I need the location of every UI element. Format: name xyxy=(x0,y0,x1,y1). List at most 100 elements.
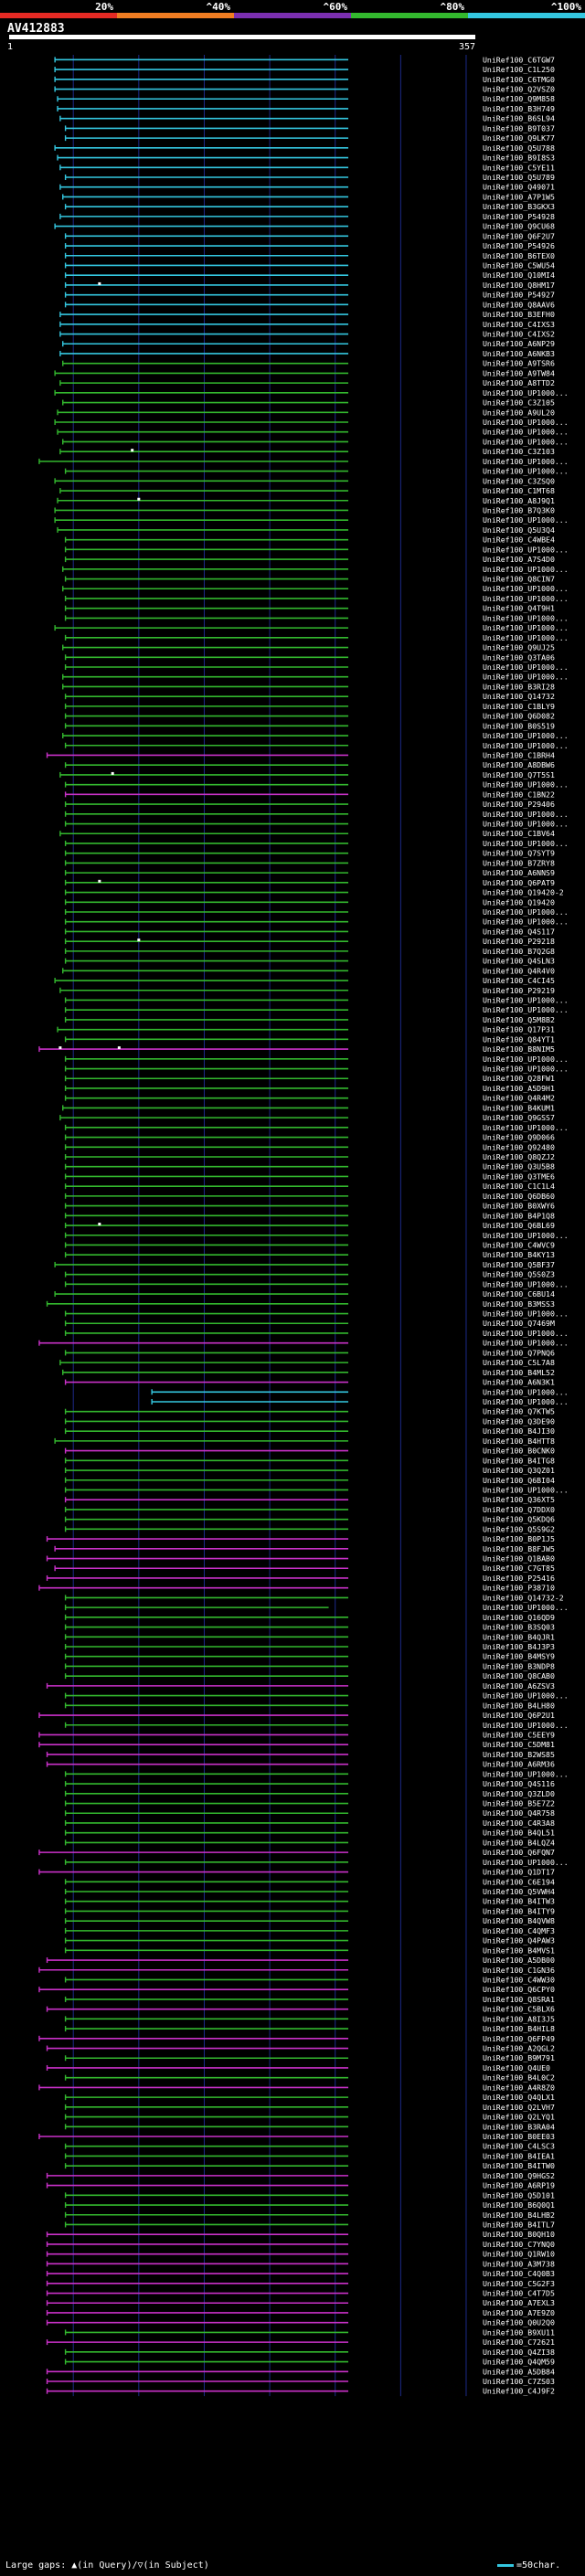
hit-label: UniRef100_Q4S116 xyxy=(483,1779,555,1788)
hit-label: UniRef100_UP1000... xyxy=(483,1397,569,1406)
hit-label: UniRef100_Q9D066 xyxy=(483,1133,555,1142)
hit-label: UniRef100_C6TMG0 xyxy=(483,75,555,84)
hit-label: UniRef100_C1BRH4 xyxy=(483,750,555,759)
hit-label: UniRef100_P54928 xyxy=(483,212,555,221)
hit-label: UniRef100_Q14732-2 xyxy=(483,1593,564,1602)
hit-label: UniRef100_B0P1J5 xyxy=(483,1534,555,1543)
hit-label: UniRef100_UP1000... xyxy=(483,515,569,525)
hit-label: UniRef100_UP1000... xyxy=(483,820,569,829)
hit-label: UniRef100_B4HIL8 xyxy=(483,2024,555,2033)
hit-label: UniRef100_C4CI45 xyxy=(483,976,555,985)
hit-label: UniRef100_B4J3P3 xyxy=(483,1642,555,1651)
hit-label: UniRef100_Q6BL69 xyxy=(483,1221,555,1230)
hit-label: UniRef100_Q14732 xyxy=(483,692,555,701)
hit-label: UniRef100_Q5BF37 xyxy=(483,1260,555,1269)
hit-label: UniRef100_Q49071 xyxy=(483,183,555,192)
hit-label: UniRef100_C4QMF3 xyxy=(483,1926,555,1935)
hit-label: UniRef100_Q3TME6 xyxy=(483,1171,555,1181)
hit-label: UniRef100_A8I3J5 xyxy=(483,2014,555,2023)
hit-label: UniRef100_Q84YT1 xyxy=(483,1034,555,1044)
identity-scale-bar: 20% ^40% ^60% ^80% ^100% xyxy=(0,1,585,18)
hit-label: UniRef100_C7GT85 xyxy=(483,1564,555,1573)
hit-label: UniRef100_UP1000... xyxy=(483,1721,569,1730)
hit-label: UniRef100_C5L7A8 xyxy=(483,1358,555,1367)
hit-label: UniRef100_Q8SRA1 xyxy=(483,1995,555,2004)
hit-gap-marker xyxy=(98,879,101,883)
scale-label: 20% xyxy=(95,1,113,13)
hit-label: UniRef100_Q9GSS7 xyxy=(483,1113,555,1122)
hit-label: UniRef100_B8FJW5 xyxy=(483,1544,555,1553)
hit-label: UniRef100_B4ITY9 xyxy=(483,1906,555,1915)
hit-label: UniRef100_Q7SYT9 xyxy=(483,849,555,858)
hit-label: UniRef100_UP1000... xyxy=(483,1603,569,1612)
hit-label: UniRef100_A7P1W5 xyxy=(483,192,555,201)
hit-label: UniRef100_B4ITG8 xyxy=(483,1456,555,1465)
hit-label: UniRef100_B4QVW8 xyxy=(483,1916,555,1925)
scale-label: ^40% xyxy=(207,1,231,13)
hit-label: UniRef100_Q9UJ25 xyxy=(483,643,555,652)
hit-label: UniRef100_B9T037 xyxy=(483,123,555,133)
hit-label: UniRef100_UP1000... xyxy=(483,1858,569,1867)
legend-footer: Large gaps: ▲(in Query)/▽(in Subject) =5… xyxy=(0,2557,585,2576)
hit-label: UniRef100_UP1000... xyxy=(483,673,569,682)
hit-label: UniRef100_Q5D101 xyxy=(483,2190,555,2200)
hit-label: UniRef100_C4R3A8 xyxy=(483,1818,555,1828)
hit-label: UniRef100_UP1000... xyxy=(483,1309,569,1319)
hit-label: UniRef100_UP1000... xyxy=(483,1005,569,1014)
hit-label: UniRef100_Q9CU68 xyxy=(483,222,555,231)
scale-label: ^80% xyxy=(441,1,465,13)
hit-label: UniRef100_C3Z105 xyxy=(483,398,555,408)
hit-gap-marker xyxy=(137,938,141,942)
hit-label: UniRef100_UP1000... xyxy=(483,810,569,819)
hit-label: UniRef100_B4QJR1 xyxy=(483,1632,555,1641)
hit-label: UniRef100_Q4SLN3 xyxy=(483,957,555,966)
hit-label: UniRef100_Q6BI04 xyxy=(483,1476,555,1485)
hit-label: UniRef100_B4HTT8 xyxy=(483,1436,555,1446)
hit-label: UniRef100_C6TGW7 xyxy=(483,55,555,64)
hit-label: UniRef100_B9M791 xyxy=(483,2053,555,2062)
hit-label: UniRef100_Q6CPY0 xyxy=(483,1985,555,1994)
hit-label: UniRef100_B4L0C2 xyxy=(483,2073,555,2083)
hit-label: UniRef100_Q5S9G2 xyxy=(483,1524,555,1533)
hit-label: UniRef100_C5BLX6 xyxy=(483,2005,555,2014)
hit-label: UniRef100_A6N3K1 xyxy=(483,1378,555,1387)
hit-label: UniRef100_UP1000... xyxy=(483,418,569,427)
hit-label: UniRef100_Q2LVH7 xyxy=(483,2103,555,2112)
hit-label: UniRef100_B2WS85 xyxy=(483,1750,555,1759)
hit-label: UniRef100_UP1000... xyxy=(483,1065,569,1074)
hit-label: UniRef100_B3EFH0 xyxy=(483,310,555,319)
hit-label: UniRef100_B4QL51 xyxy=(483,1829,555,1838)
hit-label: UniRef100_Q5U789 xyxy=(483,173,555,182)
hit-label: UniRef100_UP1000... xyxy=(483,437,569,446)
hit-label: UniRef100_B4IEA1 xyxy=(483,2151,555,2160)
hit-label: UniRef100_B3GKX3 xyxy=(483,202,555,211)
hit-label: UniRef100_Q36XT5 xyxy=(483,1495,555,1504)
hit-label: UniRef100_Q4T9H1 xyxy=(483,604,555,613)
hit-label: UniRef100_Q7469M xyxy=(483,1319,555,1328)
hit-label: UniRef100_UP1000... xyxy=(483,731,569,740)
hit-label: UniRef100_Q8AAV6 xyxy=(483,300,555,309)
hit-label: UniRef100_C1C1L4 xyxy=(483,1182,555,1191)
hit-label: UniRef100_UP1000... xyxy=(483,780,569,790)
hit-label: UniRef100_B0S519 xyxy=(483,721,555,730)
scale-label: ^60% xyxy=(324,1,348,13)
hit-label: UniRef100_B4MSY9 xyxy=(483,1652,555,1661)
hit-label: UniRef100_Q1RW10 xyxy=(483,2250,555,2259)
hit-label: UniRef100_C4J9F2 xyxy=(483,2387,555,2396)
hit-label: UniRef100_B3MSS3 xyxy=(483,1299,555,1309)
hit-label: UniRef100_Q92480 xyxy=(483,1142,555,1151)
query-end-label: 357 xyxy=(459,42,475,52)
hit-label: UniRef100_A6NNS9 xyxy=(483,868,555,877)
scale-label: ^100% xyxy=(551,1,581,13)
hit-label: UniRef100_Q3DE90 xyxy=(483,1416,555,1426)
hit-label: UniRef100_Q3QZ01 xyxy=(483,1466,555,1475)
hit-label: UniRef100_Q5KDQ6 xyxy=(483,1515,555,1524)
hit-label: UniRef100_B4KY13 xyxy=(483,1250,555,1259)
hit-label: UniRef100_Q9LK77 xyxy=(483,133,555,143)
hit-label: UniRef100_Q4R4M2 xyxy=(483,1094,555,1103)
hit-label: UniRef100_C1BLY9 xyxy=(483,702,555,711)
hit-label: UniRef100_UP1000... xyxy=(483,1123,569,1132)
hit-label: UniRef100_B7Q2G8 xyxy=(483,947,555,956)
hit-label: UniRef100_B4LH80 xyxy=(483,1701,555,1710)
hit-label: UniRef100_Q1BAB0 xyxy=(483,1554,555,1564)
